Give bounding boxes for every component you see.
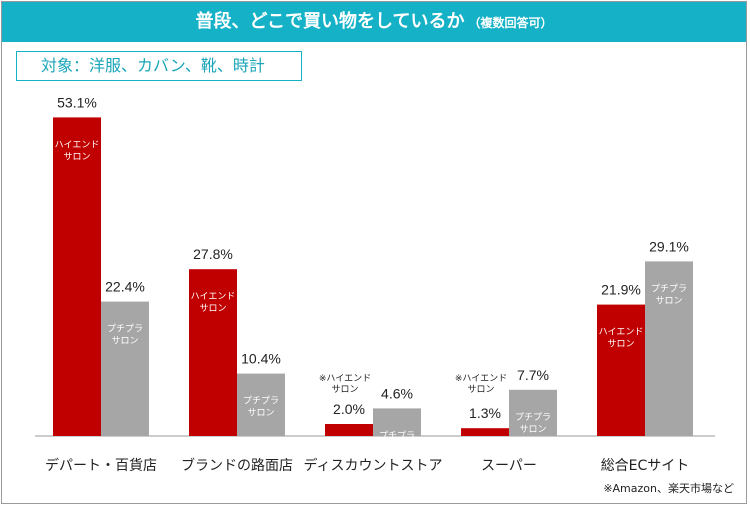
chart-title: 普段、どこで買い物をしているか <box>195 11 465 32</box>
value-label-0-2: 2.0% <box>333 401 365 417</box>
chart-subtitle: （複数回答可） <box>468 16 553 30</box>
bar-high-end-2 <box>325 424 373 436</box>
category-label-2: ディスカウントストア <box>303 457 442 474</box>
target-label: 対象：洋服、カバン、靴、時計 <box>16 51 302 81</box>
value-label-0-1: 27.8% <box>193 246 233 262</box>
bar-puchipura-3 <box>509 389 557 436</box>
bar-high-end-4 <box>597 304 645 436</box>
bar-text-0-1-0: ハイエンド <box>191 292 236 302</box>
bar-text-1-0-1: サロン <box>111 336 138 347</box>
value-label-0-0: 53.1% <box>57 94 97 110</box>
bar-text-0-1-1: サロン <box>199 303 226 314</box>
bar-text-1-2-1: サロン <box>383 442 410 453</box>
value-label-1-2: 4.6% <box>381 385 413 401</box>
bar-puchipura-1 <box>237 373 285 436</box>
bar-text-1-4-1: サロン <box>655 295 682 306</box>
bar-text-0-2-0: ※ハイエンド <box>319 374 371 384</box>
bar-high-end-0 <box>53 117 101 437</box>
bar-text-1-3-0: プチプラ <box>515 412 551 423</box>
bar-puchipura-4 <box>645 261 693 436</box>
bar-text-1-0-0: プチプラ <box>107 324 143 335</box>
bar-text-1-2-0: プチプラ <box>379 430 415 441</box>
bar-text-1-1-1: サロン <box>247 408 274 419</box>
bar-text-0-4-0: ハイエンド <box>599 328 644 338</box>
category-label-0: デパート・百貨店 <box>45 457 157 474</box>
bar-text-1-4-0: プチプラ <box>651 283 687 294</box>
bar-text-1-1-0: プチプラ <box>243 396 279 407</box>
value-label-0-4: 21.9% <box>601 282 641 298</box>
value-label-1-3: 7.7% <box>517 367 549 383</box>
category-label-1: ブランドの路面店 <box>181 457 293 474</box>
value-label-1-1: 10.4% <box>241 351 281 367</box>
bar-text-1-3-1: サロン <box>519 424 546 435</box>
bar-high-end-1 <box>189 269 237 436</box>
category-label-4: 総合ECサイト <box>601 458 690 474</box>
value-label-1-4: 29.1% <box>649 238 689 254</box>
bar-text-0-3-0: ※ハイエンド <box>455 374 507 384</box>
bar-text-0-2-1: サロン <box>331 384 358 395</box>
category-label-3: スーパー <box>481 458 537 474</box>
value-label-1-0: 22.4% <box>105 279 145 295</box>
bar-puchipura-0 <box>101 301 149 436</box>
footnote: ※Amazon、楽天市場など <box>603 482 734 495</box>
bar-text-0-4-1: サロン <box>607 339 634 350</box>
bar-puchipura-2 <box>373 408 421 436</box>
bar-text-0-0-1: サロン <box>63 151 90 162</box>
bar-text-0-0-0: ハイエンド <box>55 140 100 150</box>
bar-high-end-3 <box>461 428 509 436</box>
title-bar: 普段、どこで買い物をしているか （複数回答可） <box>2 2 746 42</box>
bar-text-0-3-1: サロン <box>467 384 494 395</box>
value-label-0-3: 1.3% <box>469 405 501 421</box>
